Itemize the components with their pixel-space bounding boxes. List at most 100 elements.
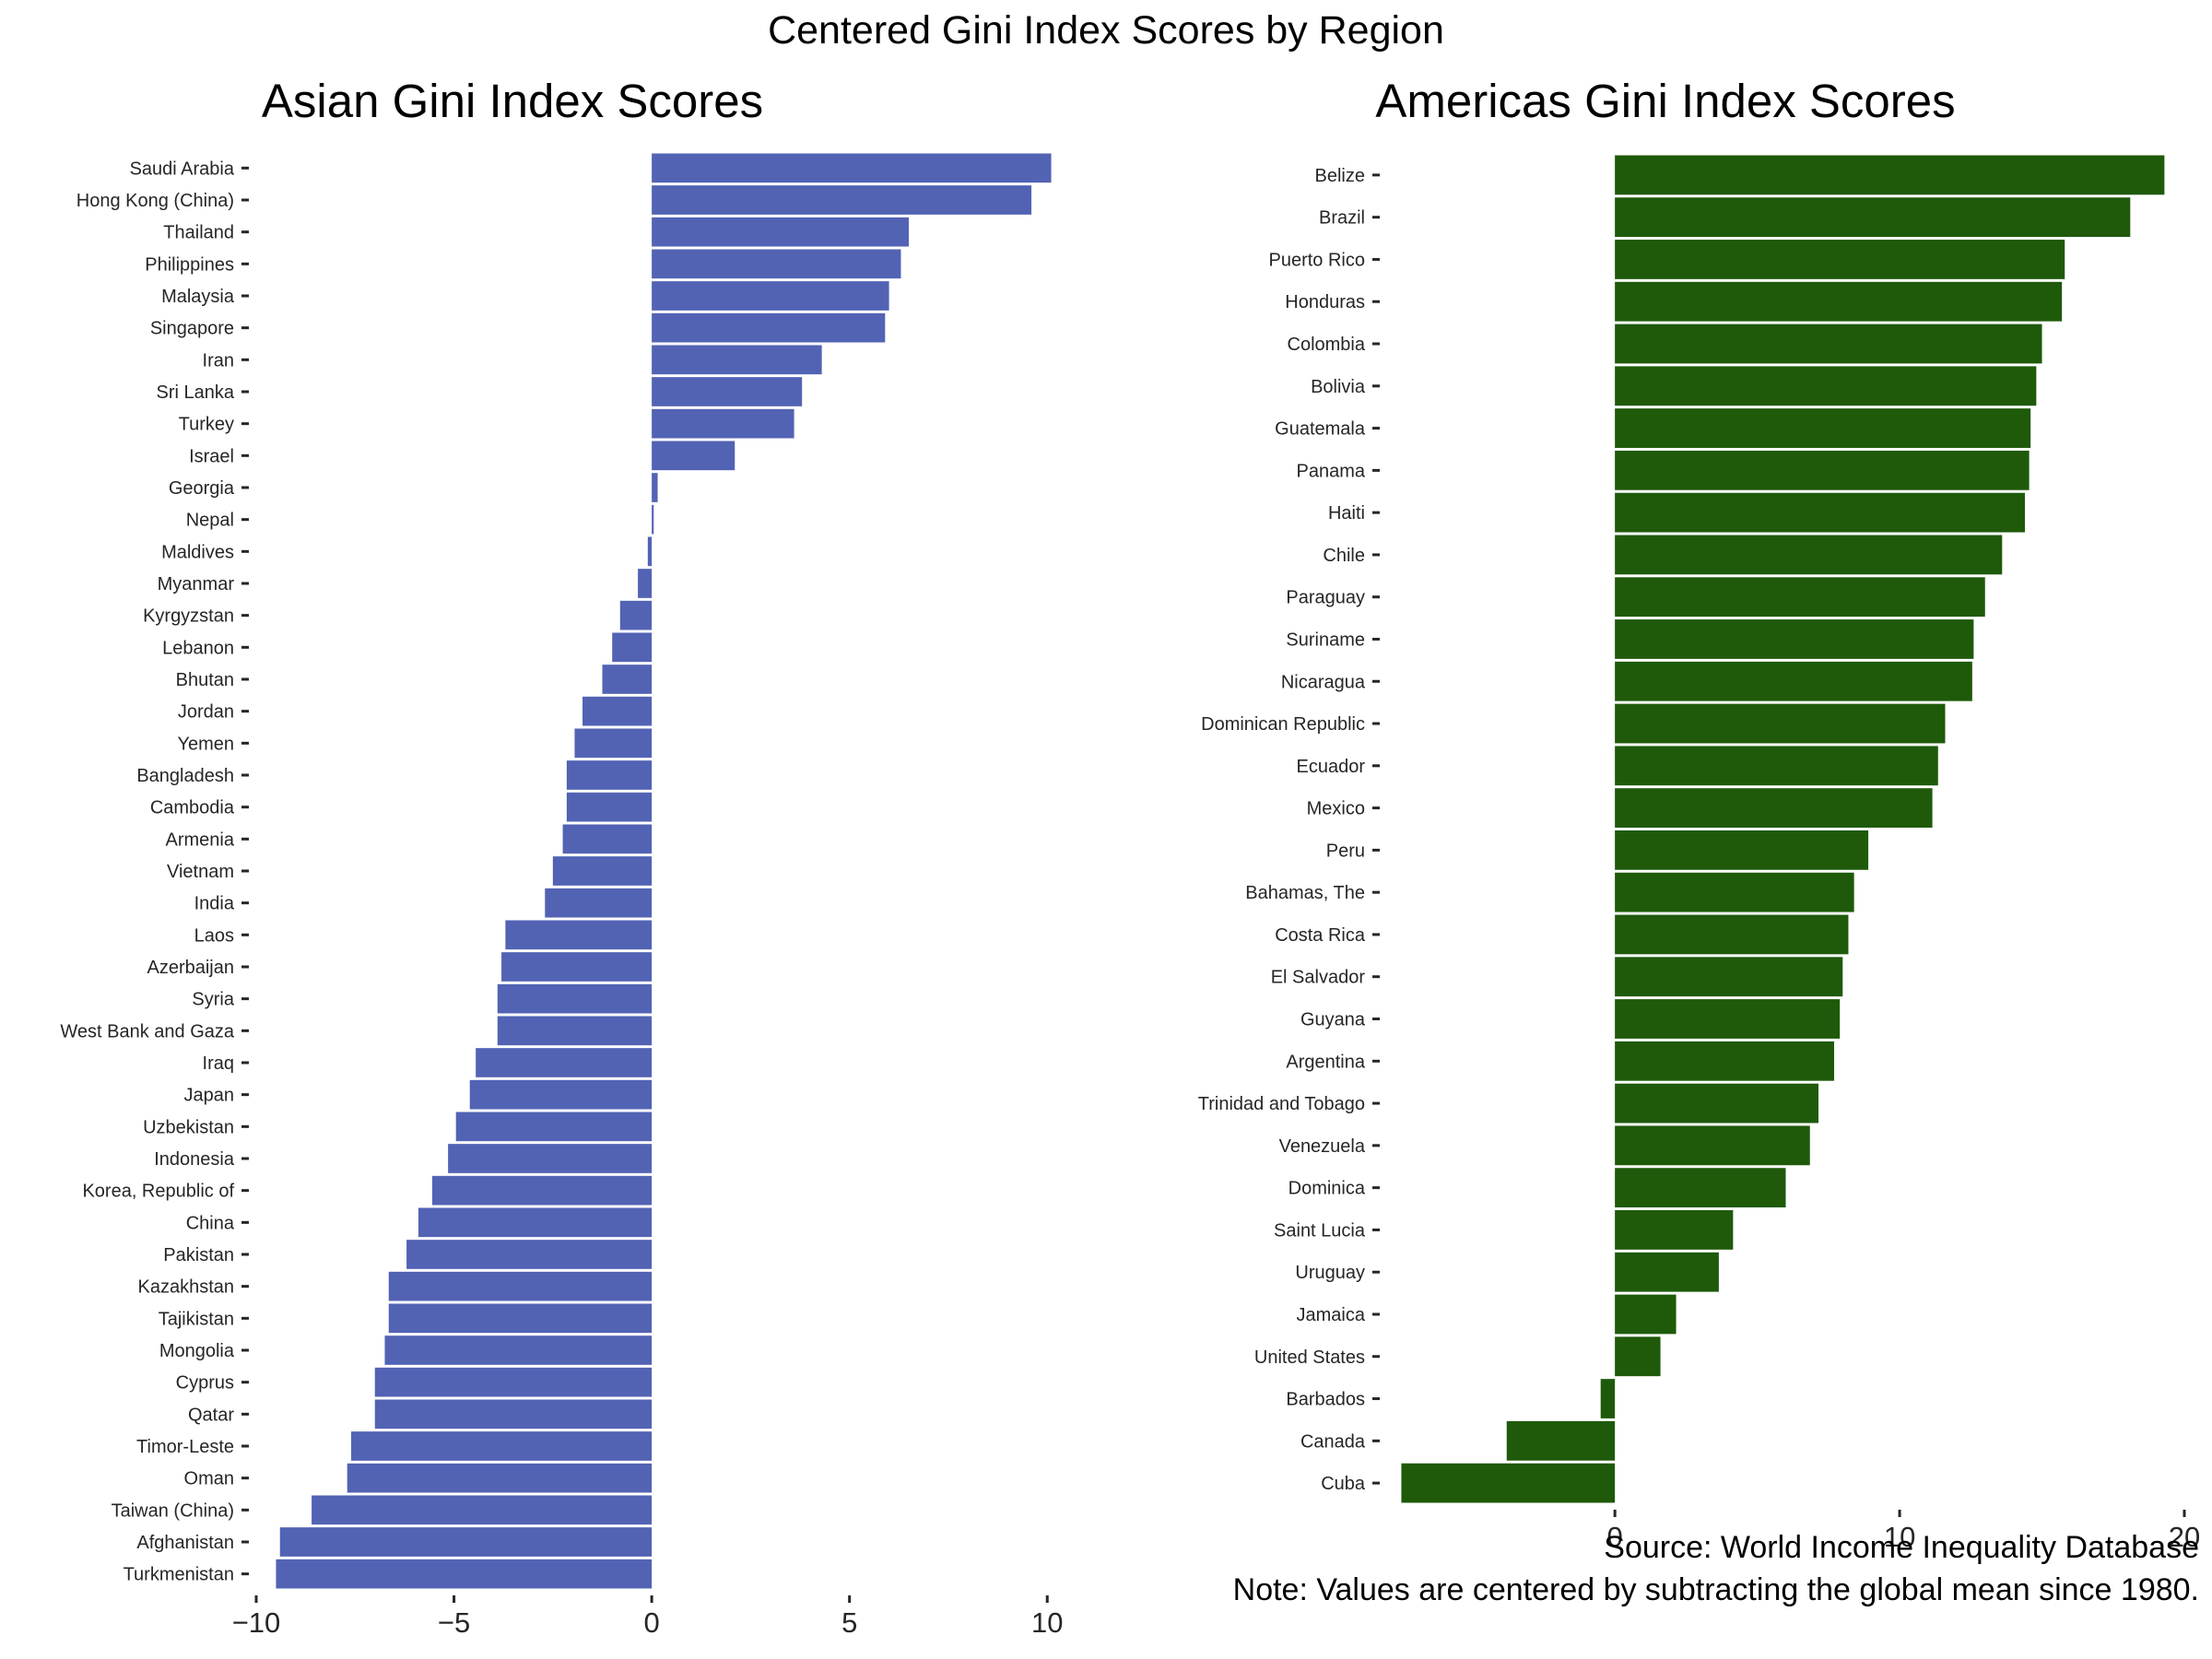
bar-honduras <box>1615 281 2063 322</box>
y-tick-label-singapore: Singapore <box>150 319 234 339</box>
y-tick-label-mexico: Mexico <box>1307 799 1365 819</box>
bar-dominican-republic <box>1615 703 1946 744</box>
chart-title-americas: Americas Gini Index Scores <box>1375 75 1955 127</box>
y-tick-label-cambodia: Cambodia <box>150 798 235 818</box>
bar-barbados <box>1600 1379 1616 1418</box>
chart-americas: Belize Brazil Puerto Rico Honduras Colombia B… <box>1198 155 2200 1553</box>
bar-guatemala <box>1615 408 2031 448</box>
x-tick-label: 10 <box>1031 1606 1063 1639</box>
bar-guyana <box>1615 999 1841 1039</box>
y-tick-label-kyrgyzstan: Kyrgyzstan <box>143 606 234 627</box>
bar-cuba <box>1401 1463 1616 1503</box>
y-tick-label-armenia: Armenia <box>166 830 235 850</box>
y-tick-label-iraq: Iraq <box>203 1053 234 1074</box>
y-tick-label-kazakhstan: Kazakhstan <box>137 1277 234 1298</box>
bar-azerbaijan <box>501 952 653 982</box>
y-tick-label-haiti: Haiti <box>1328 503 1365 524</box>
bar-west-bank-and-gaza <box>497 1016 653 1046</box>
bar-malaysia <box>652 281 889 311</box>
x-tick-label: 20 <box>2169 1521 2200 1553</box>
y-tick-label-saudi-arabia: Saudi Arabia <box>130 159 235 179</box>
y-tick-label-tajikistan: Tajikistan <box>159 1309 234 1329</box>
bar-korea-republic-of <box>431 1175 653 1206</box>
bar-maldives <box>647 536 653 567</box>
y-tick-label-azerbaijan: Azerbaijan <box>147 958 234 978</box>
y-tick-label-guyana: Guyana <box>1300 1010 1366 1030</box>
chart-asia: Saudi Arabia Hong Kong (China) Thailand Phi… <box>60 153 1063 1639</box>
y-tick-label-pakistan: Pakistan <box>163 1245 234 1265</box>
bar-georgia <box>652 473 658 502</box>
bar-qatar <box>374 1399 653 1430</box>
bar-timor-leste <box>350 1431 653 1461</box>
y-tick-label-sri-lanka: Sri Lanka <box>157 382 235 403</box>
bar-jamaica <box>1615 1294 1677 1335</box>
y-tick-label-jordan: Jordan <box>178 702 234 723</box>
y-tick-label-peru: Peru <box>1326 841 1365 861</box>
y-tick-label-dominican-republic: Dominican Republic <box>1201 714 1365 735</box>
y-tick-label-israel: Israel <box>189 446 234 466</box>
bar-puerto-rico <box>1615 240 2065 279</box>
bar-nepal <box>652 504 654 535</box>
bar-uzbekistan <box>455 1112 653 1142</box>
y-tick-label-laos: Laos <box>194 925 234 946</box>
bar-iraq <box>476 1048 653 1077</box>
bar-uruguay <box>1615 1252 1719 1292</box>
y-tick-label-jamaica: Jamaica <box>1297 1305 1366 1325</box>
y-tick-label-thailand: Thailand <box>163 223 234 243</box>
y-tick-label-malaysia: Malaysia <box>161 287 235 307</box>
bar-laos <box>505 920 653 950</box>
bar-turkey <box>652 408 794 439</box>
bar-costa-rica <box>1615 914 1849 955</box>
y-tick-label-panama: Panama <box>1297 461 1366 481</box>
bar-cambodia <box>566 792 653 822</box>
y-tick-label-oman: Oman <box>184 1469 234 1489</box>
bar-united-states <box>1615 1336 1661 1377</box>
y-tick-label-bolivia: Bolivia <box>1311 377 1366 397</box>
y-tick-label-el-salvador: El Salvador <box>1271 968 1366 988</box>
bar-taiwan-china <box>312 1495 653 1525</box>
bar-india <box>545 888 653 918</box>
bar-saint-lucia <box>1615 1210 1734 1250</box>
bar-sri-lanka <box>652 377 803 406</box>
y-tick-label-cuba: Cuba <box>1321 1474 1366 1494</box>
bar-iran <box>652 345 822 375</box>
bar-vietnam <box>552 856 653 886</box>
bar-peru <box>1615 830 1869 870</box>
y-tick-label-canada: Canada <box>1300 1431 1366 1452</box>
y-tick-label-argentina: Argentina <box>1286 1052 1365 1072</box>
bar-armenia <box>562 824 653 854</box>
bar-kazakhstan <box>388 1271 653 1301</box>
chart-title-asia: Asian Gini Index Scores <box>262 75 763 127</box>
bar-philippines <box>652 249 901 279</box>
bar-yemen <box>574 728 653 759</box>
bar-tajikistan <box>388 1303 653 1334</box>
bar-mongolia <box>384 1335 653 1365</box>
y-tick-label-brazil: Brazil <box>1319 208 1365 229</box>
bar-ecuador <box>1615 746 1938 786</box>
bar-jordan <box>582 696 653 726</box>
source-note: Source: World Income Inequality Database <box>1604 1530 2199 1565</box>
bar-canada <box>1506 1420 1616 1461</box>
y-tick-label-qatar: Qatar <box>188 1405 234 1425</box>
bar-chile <box>1615 535 2003 575</box>
y-tick-label-ecuador: Ecuador <box>1297 757 1366 777</box>
bar-japan <box>469 1079 653 1110</box>
bar-suriname <box>1615 619 1974 659</box>
bar-syria <box>497 983 653 1014</box>
bar-el-salvador <box>1615 957 1843 997</box>
y-tick-label-costa-rica: Costa Rica <box>1275 925 1366 946</box>
bar-hong-kong-china <box>652 185 1032 215</box>
y-tick-label-philippines: Philippines <box>145 254 234 275</box>
bar-china <box>418 1207 653 1238</box>
bar-afghanistan <box>279 1527 653 1557</box>
bar-thailand <box>652 217 910 247</box>
y-tick-label-suriname: Suriname <box>1286 629 1365 650</box>
y-tick-label-indonesia: Indonesia <box>154 1149 235 1170</box>
x-tick-label: −5 <box>438 1606 470 1639</box>
x-tick-label: 0 <box>1607 1521 1623 1553</box>
y-tick-label-turkmenistan: Turkmenistan <box>124 1565 234 1585</box>
bar-argentina <box>1615 1041 1835 1081</box>
bar-venezuela <box>1615 1125 1810 1166</box>
x-tick-label: −10 <box>232 1606 281 1639</box>
